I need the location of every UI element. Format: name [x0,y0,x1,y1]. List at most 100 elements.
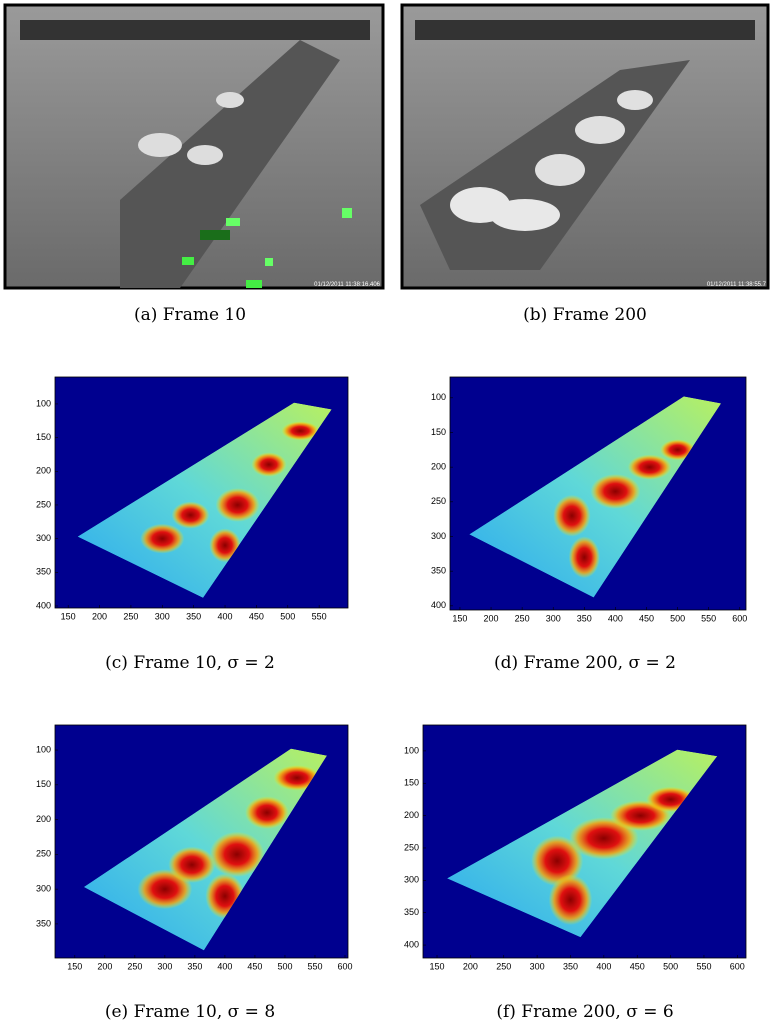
heatmap-blob [168,847,215,883]
x-tick-label: 250 [127,961,142,971]
caption-label: (f) [496,1002,516,1022]
caption: (c) Frame 10, σ = 2 [105,653,275,673]
x-tick-label: 350 [187,961,202,971]
x-tick-label: 400 [608,613,623,623]
caption-text: Frame 10, σ = 2 [133,653,275,673]
x-tick-label: 200 [463,961,478,971]
x-tick-label: 500 [277,961,292,971]
caption: (f) Frame 200, σ = 6 [496,1002,673,1022]
y-tick-label: 400 [404,939,419,949]
x-tick-label: 600 [732,613,747,623]
caption-text: Frame 10 [163,305,246,325]
x-tick-label: 150 [61,611,76,621]
y-tick-label: 150 [431,427,446,437]
caption-text: Frame 200, σ = 6 [521,1002,673,1022]
heatmap-blob [245,796,289,829]
heatmap-blob [172,502,210,529]
heatmap-blob [251,452,286,476]
y-tick-label: 150 [36,432,51,442]
heatmap-blob [591,474,641,509]
x-tick-label: 250 [515,613,530,623]
y-tick-label: 300 [36,533,51,543]
caption-label: (d) [494,653,518,673]
y-tick-label: 100 [431,392,446,402]
x-tick-label: 550 [307,961,322,971]
x-tick-label: 450 [639,613,654,623]
timestamp: 01/12/2011 11:38:55.7 [707,282,767,288]
x-tick-label: 550 [312,611,327,621]
caption-text: Frame 200 [553,305,647,325]
y-tick-label: 100 [404,745,419,755]
timestamp: 01/12/2011 11:38:16.406 [314,282,381,288]
figure: (a) Frame 10 01/12/2011 11:38:16.406 (b) F… [0,0,770,1027]
x-tick-label: 150 [429,961,444,971]
x-tick-label: 400 [217,961,232,971]
caption-text: Frame 200, σ = 2 [524,653,676,673]
y-tick-label: 350 [36,918,51,928]
x-tick-label: 200 [484,613,499,623]
x-tick-label: 200 [92,611,107,621]
x-tick-label: 350 [563,961,578,971]
y-tick-label: 250 [431,496,446,506]
photo [402,5,768,288]
x-tick-label: 500 [663,961,678,971]
x-tick-label: 300 [546,613,561,623]
caption: (d) Frame 200, σ = 2 [494,653,676,673]
x-tick-label: 450 [630,961,645,971]
x-tick-label: 250 [123,611,138,621]
heatmap-blob [628,455,672,480]
y-tick-label: 150 [36,779,51,789]
x-tick-label: 200 [97,961,112,971]
x-tick-label: 550 [701,613,716,623]
y-tick-label: 400 [431,600,446,610]
heatmap-blob [549,875,592,925]
y-tick-label: 350 [431,566,446,576]
x-tick-label: 500 [280,611,295,621]
x-tick-label: 300 [157,961,172,971]
x-tick-label: 600 [730,961,745,971]
caption-text: Frame 10, σ = 8 [134,1002,276,1022]
y-tick-label: 300 [404,875,419,885]
y-tick-label: 200 [36,814,51,824]
x-tick-label: 350 [186,611,201,621]
caption-label: (a) [134,305,157,325]
x-tick-label: 300 [155,611,170,621]
heatmap-blob [569,536,600,578]
x-tick-label: 300 [530,961,545,971]
x-tick-label: 550 [696,961,711,971]
y-tick-label: 200 [404,810,419,820]
x-tick-label: 400 [218,611,233,621]
caption: (b) Frame 200 [523,305,647,325]
y-tick-label: 100 [36,744,51,754]
y-tick-label: 300 [431,531,446,541]
y-tick-label: 100 [36,398,51,408]
y-tick-label: 250 [36,849,51,859]
y-tick-label: 250 [36,499,51,509]
heatmap-blob [216,488,260,522]
x-tick-label: 400 [596,961,611,971]
photo [5,5,383,288]
caption-label: (e) [105,1002,128,1022]
y-tick-label: 350 [36,567,51,577]
x-tick-label: 150 [67,961,82,971]
x-tick-label: 150 [452,613,467,623]
x-tick-label: 250 [496,961,511,971]
heatmap-blob [553,495,590,537]
y-tick-label: 150 [404,778,419,788]
y-tick-label: 300 [36,884,51,894]
x-tick-label: 350 [577,613,592,623]
caption: (e) Frame 10, σ = 8 [105,1002,275,1022]
x-tick-label: 500 [670,613,685,623]
y-tick-label: 200 [431,462,446,472]
x-tick-label: 450 [247,961,262,971]
caption-label: (c) [105,653,128,673]
heatmap-blob [140,524,184,554]
y-tick-label: 250 [404,842,419,852]
caption: (a) Frame 10 [134,305,246,325]
y-tick-label: 200 [36,466,51,476]
x-tick-label: 600 [337,961,352,971]
x-tick-label: 450 [249,611,264,621]
caption-label: (b) [523,305,547,325]
y-tick-label: 400 [36,600,51,610]
y-tick-label: 350 [404,907,419,917]
